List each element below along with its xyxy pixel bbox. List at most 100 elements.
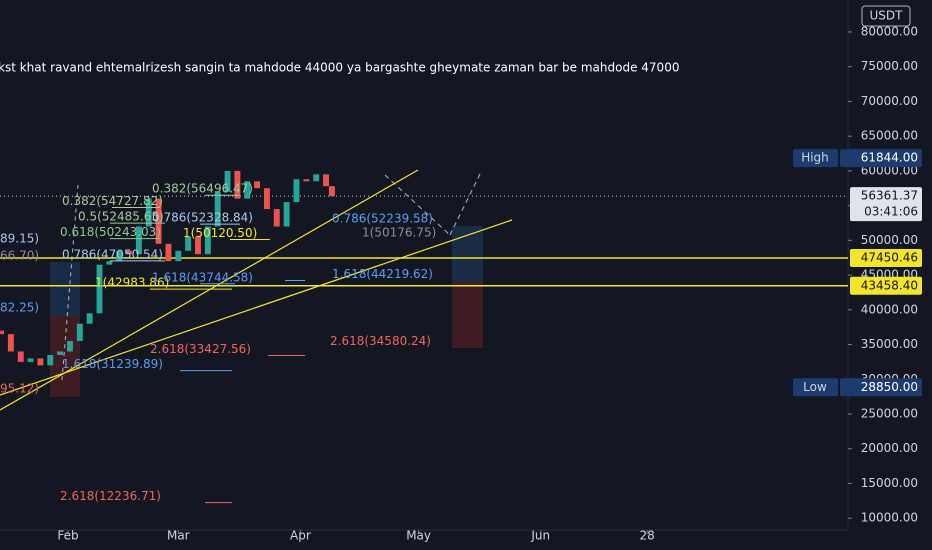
fib-label: 0.5(52485.65) [78, 210, 164, 224]
candle-body [323, 174, 329, 187]
fib-label: 0.786(47050.54) [62, 247, 163, 261]
x-tick-label: May [406, 529, 431, 543]
countdown-label: 03:41:06 [864, 205, 918, 219]
candle-body [27, 358, 34, 362]
x-tick-label: Apr [290, 529, 311, 543]
fib-label: 1.618(44219.62) [332, 267, 433, 281]
chart-note: kst khat ravand ehtemalrizesh sangin ta … [0, 61, 679, 75]
candle-body [155, 198, 162, 244]
currency-badge[interactable] [861, 5, 911, 27]
candle-body [283, 202, 290, 227]
candle-body [313, 174, 320, 182]
candle-body [303, 179, 310, 182]
currency-label: USDT [870, 9, 904, 23]
candle-body [86, 313, 93, 324]
long-position-box [50, 262, 80, 316]
low-tag-label: Low [803, 380, 827, 394]
y-tick-label: 80000.00 [861, 24, 918, 38]
candle-body [175, 250, 182, 262]
candle-body [263, 188, 270, 210]
fib-label: 0.786(52239.58) [332, 211, 433, 225]
y-tick-label: 25000.00 [861, 406, 918, 420]
y-tick-label: 10000.00 [861, 511, 918, 525]
fib-label: 0.618(50243.03) [60, 225, 161, 239]
high-tag [793, 149, 838, 168]
x-tick-label: 28 [639, 529, 654, 543]
projection-line [61, 184, 79, 381]
current-price-label: 56361.37 [861, 189, 918, 203]
high-badge [840, 149, 922, 168]
price-level-label: 43458.40 [861, 278, 918, 292]
high-value: 61844.00 [861, 151, 918, 165]
candle-body [96, 264, 103, 314]
fib-label: 0.382(54727.82) [62, 194, 163, 208]
candle-body [234, 170, 241, 199]
y-tick-label: 20000.00 [861, 441, 918, 455]
fib-label: 1(50120.50) [183, 226, 257, 240]
candle-body [106, 261, 113, 265]
x-tick-label: Feb [57, 529, 78, 543]
y-tick-label: 50000.00 [861, 233, 918, 247]
candle-body [0, 330, 4, 335]
fib-label: 95.12) [0, 382, 39, 396]
candle-body [37, 358, 44, 366]
fib-label: 2.618(34580.24) [330, 334, 431, 348]
long-position-box [452, 226, 483, 282]
price-level-badge [850, 249, 922, 268]
candle-body [244, 181, 251, 199]
fib-label: 82.25) [0, 301, 39, 315]
projection-line [449, 171, 482, 236]
candle-body [224, 170, 231, 192]
candle-body [135, 226, 142, 255]
candle-body [214, 191, 221, 227]
x-tick-label: Jun [530, 529, 550, 543]
trend-line [0, 219, 513, 396]
candle-body [76, 323, 83, 342]
fib-label: 1.618(43744.58) [152, 270, 253, 284]
candle-body [254, 181, 261, 189]
fib-label: 66.70) [0, 249, 39, 263]
x-tick-label: Mar [167, 529, 190, 543]
trend-line [0, 169, 419, 411]
low-badge [840, 378, 922, 397]
fib-label: 89.15) [0, 232, 39, 246]
y-tick-label: 70000.00 [861, 94, 918, 108]
low-tag [793, 378, 838, 397]
price-level-badge [850, 276, 922, 295]
stop-box [50, 316, 80, 397]
candle-body [204, 226, 211, 255]
candle-body [7, 334, 14, 352]
candle-body [185, 236, 192, 251]
candle-body [145, 198, 152, 227]
candle-body [195, 236, 201, 255]
candle-body [126, 250, 133, 255]
fib-label: 2.618(12236.71) [60, 489, 161, 503]
y-tick-label: 35000.00 [861, 337, 918, 351]
current-price-badge [850, 187, 922, 222]
candle-body [165, 243, 172, 262]
high-tag-label: High [801, 151, 829, 165]
low-value: 28850.00 [861, 380, 918, 394]
fib-label: 0.382(56496.47) [152, 182, 253, 196]
y-tick-label: 65000.00 [861, 129, 918, 143]
fib-label: 1(42983.86) [95, 276, 169, 290]
candle-body [293, 179, 300, 203]
stop-box [452, 282, 483, 348]
candle-body [273, 209, 280, 227]
candle-body [116, 250, 123, 262]
fib-label: 1(50176.75) [362, 226, 436, 240]
candle-body [17, 351, 24, 362]
y-tick-label: 15000.00 [861, 476, 918, 490]
candle-body [67, 341, 73, 352]
y-tick-label: 75000.00 [861, 59, 918, 73]
y-tick-label: 40000.00 [861, 302, 918, 316]
candle-body [328, 186, 335, 197]
candle-body [47, 354, 54, 366]
price-level-label: 47450.46 [861, 251, 918, 265]
projection-line [384, 174, 451, 236]
fib-label: 2.618(33427.56) [150, 342, 251, 356]
fib-label: 0.786(52328.84) [152, 211, 253, 225]
fib-label: 1.618(31239.89) [62, 357, 163, 371]
candle-body [57, 351, 64, 355]
